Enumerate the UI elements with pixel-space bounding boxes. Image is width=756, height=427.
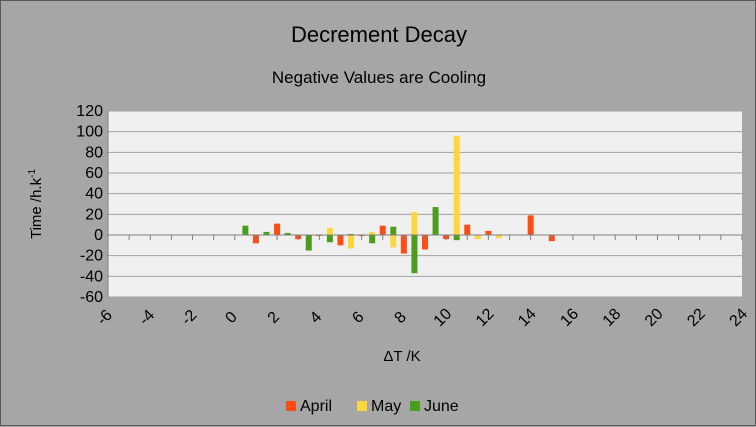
x-tick-label: -4: [136, 307, 158, 329]
bar-april: [527, 215, 534, 235]
x-tick-label: 12: [473, 305, 498, 330]
axes: [107, 111, 743, 297]
bar-june: [263, 231, 270, 235]
y-axis-label-superscript: -1: [27, 169, 38, 178]
legend-label-april: April: [300, 398, 332, 415]
y-tick-label: 20: [85, 206, 103, 223]
legend: April May June: [286, 398, 459, 415]
bar-may: [453, 135, 460, 235]
bar-april: [464, 224, 471, 235]
x-tick-label: 2: [265, 309, 283, 327]
x-tick-label: -2: [178, 307, 200, 329]
x-tick-labels: -6 -4 -2 0 2 4 6 8 10 12 14 16 18 20 22 24: [94, 305, 751, 330]
legend-swatch-may: [357, 401, 367, 411]
legend-swatch-june: [410, 401, 420, 411]
bar-may: [411, 212, 418, 235]
x-tick-label: 16: [557, 305, 582, 330]
bar-june: [242, 225, 249, 235]
bar-april: [274, 223, 281, 235]
y-tick-label: -20: [80, 248, 103, 265]
x-axis-label: ΔT /K: [383, 348, 420, 365]
legend-label-june: June: [424, 398, 459, 415]
bar-may: [348, 235, 355, 249]
y-tick-label: 40: [85, 186, 103, 203]
bar-may: [326, 227, 333, 235]
bar-june: [453, 235, 460, 241]
y-tick-label: -60: [80, 289, 103, 306]
y-tick-labels: -60 -40 -20 0 20 40 60 80 100 120: [76, 103, 103, 306]
x-tick-label: 22: [684, 305, 709, 330]
bar-may: [369, 231, 376, 235]
x-tick-label: 10: [431, 305, 456, 330]
bar-april: [485, 230, 492, 235]
x-tick-label: 0: [222, 309, 240, 327]
y-tick-label: 60: [85, 165, 103, 182]
y-tick-label: 80: [85, 144, 103, 161]
chart-subtitle: Negative Values are Cooling: [272, 68, 486, 87]
bar-april: [337, 235, 344, 246]
legend-swatch-april: [286, 401, 296, 411]
bar-june: [390, 226, 397, 235]
x-tick-label: -6: [94, 307, 116, 329]
bar-june: [348, 233, 355, 235]
bar-may: [495, 235, 502, 239]
y-tick-label: 120: [76, 103, 103, 120]
bar-june: [305, 235, 312, 251]
y-axis-label-text: Time /h.k: [28, 177, 45, 239]
x-tick-label: 14: [515, 305, 540, 330]
y-tick-label: -40: [80, 268, 103, 285]
x-tick-label: 4: [307, 309, 325, 327]
bar-june: [326, 235, 333, 243]
x-tick-label: 6: [349, 309, 367, 327]
x-tick-label: 24: [727, 305, 752, 330]
y-tick-label: 0: [94, 227, 103, 244]
y-tick-label: 100: [76, 124, 103, 141]
x-tick-label: 18: [600, 305, 625, 330]
bar-june: [411, 235, 418, 274]
legend-label-may: May: [371, 398, 401, 415]
plot-area: [108, 111, 742, 297]
bar-june: [432, 207, 439, 235]
bar-june: [369, 235, 376, 244]
bar-may: [390, 235, 397, 248]
bar-april: [379, 225, 386, 235]
bar-june: [284, 232, 291, 235]
bar-april: [400, 235, 407, 254]
bar-april: [422, 235, 428, 250]
chart-title: Decrement Decay: [291, 22, 467, 47]
x-tick-label: 8: [392, 309, 410, 327]
bar-may: [474, 235, 481, 240]
y-axis-label: Time /h.k-1: [27, 169, 45, 239]
x-tick-label: 20: [642, 305, 667, 330]
